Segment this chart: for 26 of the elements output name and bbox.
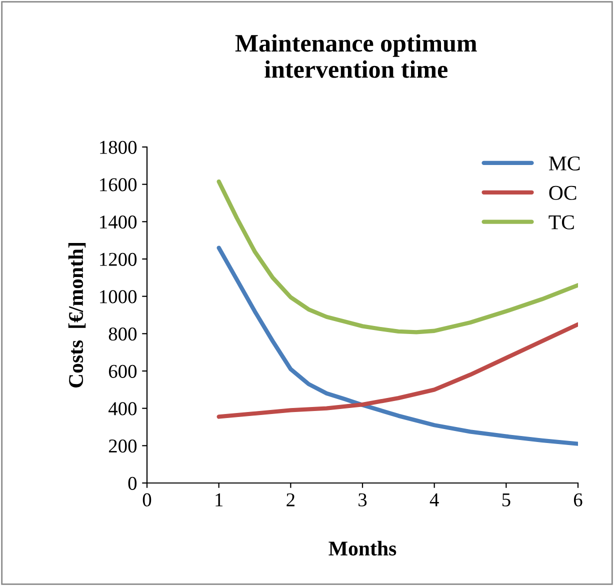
x-tick-label: 2 xyxy=(286,493,294,506)
x-tick-label: 0 xyxy=(142,493,152,506)
x-tick-label: 6 xyxy=(574,493,582,506)
y-tick-label: 1000 xyxy=(100,290,137,304)
y-tick-label: 1600 xyxy=(100,178,137,192)
x-tick-label: 4 xyxy=(430,493,439,506)
x-axis-title: Months xyxy=(328,540,396,556)
x-tick-label: 3 xyxy=(358,493,367,506)
y-tick-label: 1800 xyxy=(100,140,137,154)
legend-label: MC xyxy=(548,156,580,170)
legend-label: TC xyxy=(548,215,574,230)
y-tick-label: 1400 xyxy=(100,215,137,229)
chart-title: Maintenance optimum intervention time xyxy=(235,34,477,78)
y-tick-label: 0 xyxy=(128,476,137,490)
line-series xyxy=(216,179,578,334)
line-series xyxy=(216,246,578,446)
y-axis-title: Costs [€/month] xyxy=(68,243,86,388)
line-series xyxy=(216,322,578,419)
x-tick-label: 5 xyxy=(502,493,510,506)
x-tick-label: 1 xyxy=(216,493,223,506)
y-tick-label: 200 xyxy=(108,439,137,453)
y-tick-label: 600 xyxy=(108,364,137,378)
y-tick-label: 1200 xyxy=(100,252,137,266)
y-tick-label: 400 xyxy=(108,402,137,416)
legend-label: OC xyxy=(549,186,576,200)
y-tick-label: 800 xyxy=(108,327,137,341)
